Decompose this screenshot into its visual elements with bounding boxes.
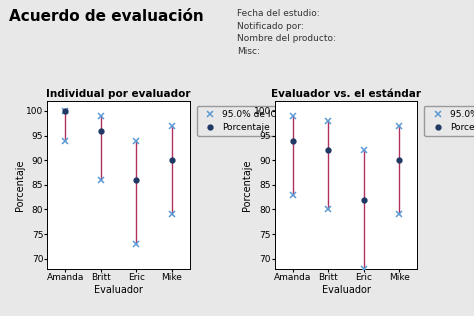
Y-axis label: Porcentaje: Porcentaje <box>15 159 25 210</box>
Legend: 95.0% de IC, Porcentaje: 95.0% de IC, Porcentaje <box>425 106 474 136</box>
Title: Evaluador vs. el estándar: Evaluador vs. el estándar <box>271 89 421 99</box>
X-axis label: Evaluador: Evaluador <box>321 284 371 295</box>
X-axis label: Evaluador: Evaluador <box>94 284 143 295</box>
Text: Acuerdo de evaluación: Acuerdo de evaluación <box>9 9 204 24</box>
Y-axis label: Porcentaje: Porcentaje <box>242 159 252 210</box>
Text: Fecha del estudio:
Notificado por:
Nombre del producto:
Misc:: Fecha del estudio: Notificado por: Nombr… <box>237 9 336 56</box>
Title: Individual por evaluador: Individual por evaluador <box>46 89 191 99</box>
Legend: 95.0% de IC, Porcentaje: 95.0% de IC, Porcentaje <box>197 106 282 136</box>
